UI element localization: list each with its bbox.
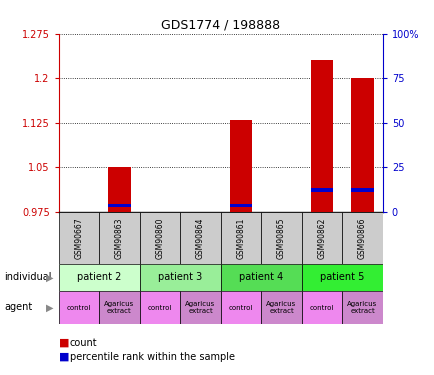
Text: patient 3: patient 3 bbox=[158, 273, 202, 282]
Bar bbox=[180, 291, 220, 324]
Text: GSM90667: GSM90667 bbox=[74, 217, 83, 259]
Text: control: control bbox=[309, 304, 333, 310]
Text: GSM90863: GSM90863 bbox=[115, 217, 124, 259]
Bar bbox=[229, 120, 252, 212]
Bar bbox=[220, 291, 261, 324]
Bar bbox=[99, 291, 139, 324]
Text: Agaricus
extract: Agaricus extract bbox=[347, 301, 377, 314]
Bar bbox=[99, 212, 139, 264]
Bar bbox=[261, 291, 301, 324]
Text: GSM90861: GSM90861 bbox=[236, 217, 245, 259]
Bar bbox=[59, 264, 139, 291]
Text: ■: ■ bbox=[59, 352, 69, 362]
Bar bbox=[180, 212, 220, 264]
Text: Agaricus
extract: Agaricus extract bbox=[104, 301, 134, 314]
Text: control: control bbox=[148, 304, 172, 310]
Text: count: count bbox=[69, 338, 97, 348]
Bar bbox=[59, 212, 99, 264]
Text: control: control bbox=[67, 304, 91, 310]
Bar bbox=[351, 78, 373, 212]
Text: agent: agent bbox=[4, 303, 33, 312]
Bar bbox=[220, 264, 301, 291]
Bar bbox=[342, 212, 382, 264]
Text: GSM90866: GSM90866 bbox=[357, 217, 366, 259]
Bar bbox=[139, 212, 180, 264]
Text: GSM90864: GSM90864 bbox=[196, 217, 204, 259]
Text: patient 4: patient 4 bbox=[239, 273, 283, 282]
Bar bbox=[139, 291, 180, 324]
Text: ▶: ▶ bbox=[46, 303, 53, 312]
Bar bbox=[108, 204, 130, 207]
Bar bbox=[301, 212, 342, 264]
Text: GSM90860: GSM90860 bbox=[155, 217, 164, 259]
Text: Agaricus
extract: Agaricus extract bbox=[266, 301, 296, 314]
Bar bbox=[310, 188, 332, 192]
Title: GDS1774 / 198888: GDS1774 / 198888 bbox=[161, 18, 279, 31]
Bar bbox=[342, 291, 382, 324]
Text: patient 5: patient 5 bbox=[319, 273, 364, 282]
Text: patient 2: patient 2 bbox=[77, 273, 121, 282]
Text: ■: ■ bbox=[59, 338, 69, 348]
Bar bbox=[261, 212, 301, 264]
Text: control: control bbox=[228, 304, 253, 310]
Bar bbox=[301, 291, 342, 324]
Bar bbox=[301, 264, 382, 291]
Bar bbox=[229, 204, 252, 207]
Text: percentile rank within the sample: percentile rank within the sample bbox=[69, 352, 234, 362]
Bar bbox=[351, 188, 373, 192]
Bar bbox=[310, 60, 332, 212]
Text: Agaricus
extract: Agaricus extract bbox=[185, 301, 215, 314]
Bar bbox=[139, 264, 220, 291]
Bar bbox=[108, 167, 130, 212]
Bar bbox=[220, 212, 261, 264]
Bar bbox=[59, 291, 99, 324]
Text: GSM90865: GSM90865 bbox=[276, 217, 286, 259]
Text: GSM90862: GSM90862 bbox=[317, 217, 326, 259]
Text: individual: individual bbox=[4, 273, 52, 282]
Text: ▶: ▶ bbox=[46, 273, 53, 282]
